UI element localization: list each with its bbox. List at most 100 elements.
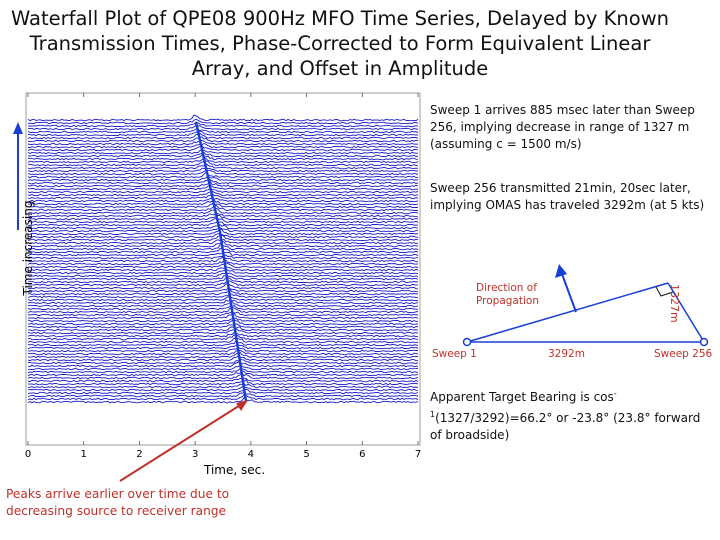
direction-label: Direction of Propagation: [476, 282, 539, 307]
waterfall-trace: [27, 234, 419, 242]
waterfall-trace: [27, 132, 419, 140]
waterfall-traces: [27, 114, 419, 404]
bearing-prefix: Apparent Target Bearing is cos: [430, 390, 614, 404]
waterfall-trace: [27, 203, 419, 209]
waterfall-trace: [27, 372, 419, 380]
waterfall-trace: [27, 365, 419, 371]
waterfall-trace: [27, 392, 419, 398]
x-tick-label: 7: [415, 449, 421, 460]
x-tick-label: 4: [248, 449, 254, 460]
pointer-arrowhead: [236, 400, 248, 411]
waterfall-trace: [27, 184, 419, 191]
pointer-arrow: [119, 403, 243, 482]
waterfall-trace: [28, 277, 419, 284]
waterfall-trace: [27, 233, 418, 239]
waterfall-trace: [27, 114, 419, 122]
waterfall-trace: [27, 151, 419, 158]
waterfall-trace: [27, 317, 418, 323]
waterfall-trace: [27, 218, 419, 224]
sweep-delay-note: Sweep 1 arrives 885 msec later than Swee…: [430, 103, 695, 151]
waterfall-trace: [27, 149, 419, 155]
right-angle-marker: [655, 286, 674, 297]
bearing-suffix: (1327/3292)=66.2° or -23.8° (23.8° forwa…: [430, 411, 701, 442]
waterfall-trace: [27, 169, 419, 176]
sweep-256-label: Sweep 256: [654, 348, 713, 360]
waterfall-trace: [27, 378, 419, 386]
waterfall-trace: [27, 296, 419, 302]
sweep-1-label: Sweep 1: [432, 348, 477, 360]
waterfall-trace: [27, 368, 419, 374]
x-tick-label: 1: [81, 449, 87, 460]
waterfall-trace: [27, 118, 419, 125]
page-title: Waterfall Plot of QPE08 900Hz MFO Time S…: [10, 7, 670, 80]
sweep-256-marker: [699, 337, 709, 347]
waterfall-trace: [27, 167, 419, 173]
waterfall-trace: [28, 269, 419, 275]
waterfall-trace: [27, 332, 419, 338]
waterfall-trace: [27, 307, 419, 314]
waterfall-trace: [28, 154, 419, 161]
waterfall-trace: [27, 224, 419, 230]
waterfall-trace: [27, 300, 419, 308]
x-tick-label: 6: [359, 449, 365, 460]
waterfall-trace: [27, 175, 419, 182]
waterfall-trace: [27, 323, 419, 329]
propagation-arrow: [561, 273, 577, 313]
waterfall-trace: [27, 130, 419, 137]
waterfall-trace: [27, 360, 419, 368]
waterfall-trace: [27, 121, 419, 128]
waterfall-trace: [27, 319, 419, 326]
waterfall-trace: [27, 214, 419, 221]
waterfall-trace: [27, 188, 419, 194]
waterfall-trace: [27, 262, 419, 269]
bearing-superscript: -1: [430, 389, 617, 419]
x-tick-label: 5: [303, 449, 309, 460]
y-axis-label: Time increasing: [21, 200, 35, 296]
y-axis-arrowhead: [13, 122, 23, 134]
waterfall-trace: [27, 199, 419, 206]
waterfall-trace: [27, 287, 419, 293]
waterfall-trace: [28, 240, 419, 248]
waterfall-trace: [27, 299, 419, 305]
propagation-arrowhead: [555, 264, 567, 278]
waterfall-trace: [27, 227, 418, 233]
waterfall-trace: [27, 358, 419, 365]
waterfall-trace: [27, 238, 419, 245]
waterfall-trace: [27, 157, 419, 164]
waterfall-trace: [27, 128, 419, 134]
waterfall-trace: [27, 312, 419, 320]
waterfall-trace: [27, 337, 419, 344]
waterfall-trace: [27, 292, 419, 299]
sweep-travel-note: Sweep 256 transmitted 21min, 20sec later…: [430, 181, 705, 212]
offset-line: [667, 282, 705, 343]
waterfall-trace: [28, 274, 419, 281]
waterfall-trace: [27, 197, 419, 203]
waterfall-trace: [27, 259, 419, 266]
waterfall-trace: [27, 145, 419, 152]
waterfall-trace: [27, 266, 419, 272]
waterfall-trace: [27, 288, 419, 296]
waterfall-trace: [27, 282, 419, 290]
x-tick-label: 0: [25, 449, 31, 460]
waterfall-trace: [27, 351, 419, 359]
baseline-distance-label: 3292m: [548, 348, 585, 360]
waterfall-trace: [27, 370, 419, 377]
x-axis-label: Time, sec.: [204, 463, 266, 477]
waterfall-trace: [27, 346, 419, 353]
wavefront-line: [466, 282, 669, 343]
waterfall-trace: [27, 136, 419, 143]
waterfall-trace: [27, 272, 419, 278]
waterfall-trace: [27, 326, 419, 332]
bearing-note: Apparent Target Bearing is cos-1(1327/32…: [430, 385, 710, 444]
waterfall-trace: [27, 204, 419, 212]
waterfall-trace: [27, 192, 419, 200]
waterfall-trace: [27, 280, 419, 287]
peaks-note: Peaks arrive earlier over time due to de…: [6, 487, 230, 518]
waterfall-trace: [27, 124, 419, 131]
waterfall-trace: [27, 221, 419, 227]
waterfall-trace: [27, 344, 419, 350]
waterfall-trace: [27, 163, 419, 170]
waterfall-trace: [27, 355, 419, 362]
waterfall-trace: [27, 228, 419, 236]
